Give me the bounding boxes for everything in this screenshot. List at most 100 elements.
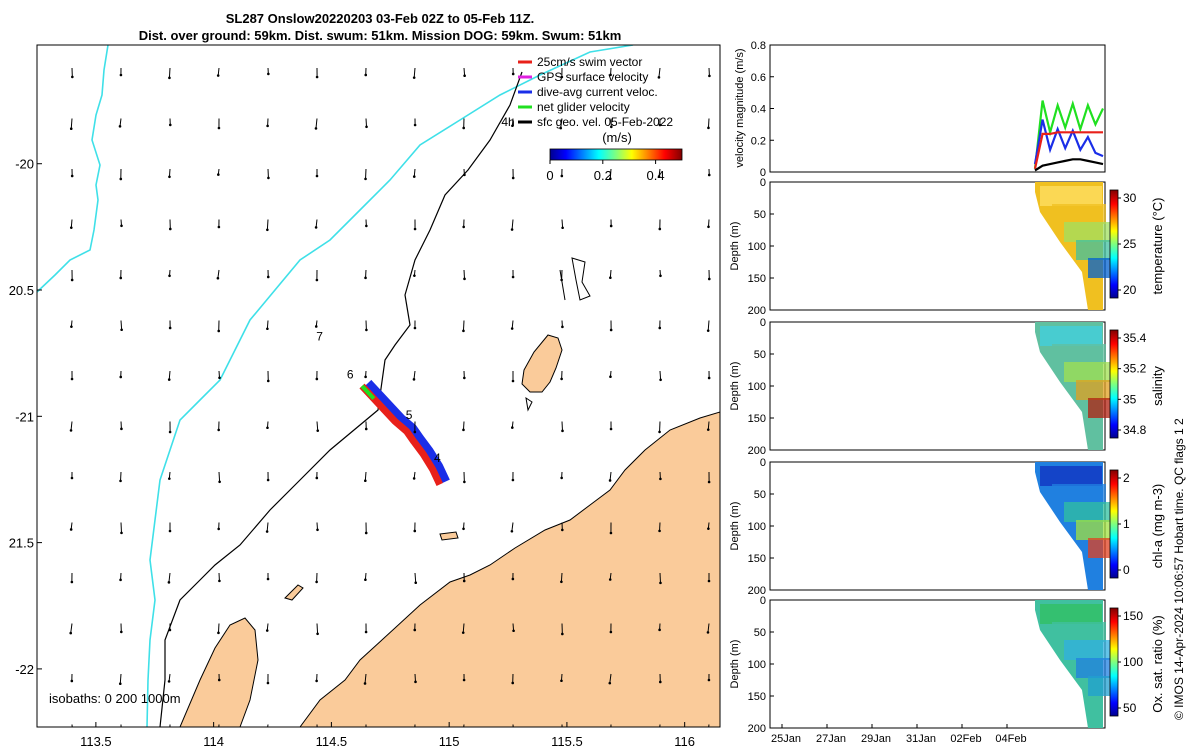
current-vector (266, 320, 269, 329)
salinity-colorbar-tick-label: 35.4 (1123, 331, 1147, 345)
current-vector (315, 118, 318, 129)
current-vector (315, 219, 318, 228)
current-vector-head (658, 430, 661, 434)
current-vector-head (707, 173, 711, 177)
oxygen-colorbar (1109, 607, 1119, 717)
current-vector-head (217, 126, 221, 130)
current-vector-head (560, 75, 564, 79)
track-current-band (364, 379, 450, 484)
depth-tick-label: 100 (748, 241, 766, 253)
current-vector-head (364, 578, 367, 581)
current-vector-head (658, 732, 661, 735)
current-vector-head (413, 326, 417, 330)
current-vector-head (217, 329, 221, 333)
salinity-colorbar-tick-label: 35.2 (1123, 362, 1147, 376)
current-vector-head (657, 76, 661, 79)
current-vector-head (707, 277, 711, 281)
current-vector-head (413, 274, 416, 277)
temperature-colorbar-tick-label: 25 (1123, 237, 1137, 251)
current-vector (365, 118, 368, 127)
legend-entry: dive-avg current veloc. (537, 85, 658, 99)
current-vector-head (658, 680, 662, 684)
current-vector (707, 421, 710, 430)
track-net-start (360, 384, 376, 400)
current-vector-head (609, 375, 612, 379)
current-vector-head (657, 175, 661, 178)
current-vector-head (216, 276, 220, 280)
current-vector-head (218, 376, 221, 380)
current-vector (218, 724, 220, 727)
track-label: 4 (434, 451, 441, 465)
current-vector (316, 623, 319, 634)
current-vector-head (510, 228, 514, 231)
current-vector (168, 572, 171, 583)
current-vector-head (119, 375, 123, 379)
current-vector-head (363, 682, 367, 685)
current-vector-head (608, 681, 612, 685)
chl-a-clabel: chl-a (mg m-3) (1150, 484, 1165, 569)
temperature-colorbar (1109, 189, 1119, 299)
current-vector-head (70, 580, 74, 584)
chl-a-cell (1064, 502, 1110, 522)
current-vector-head (560, 377, 563, 381)
current-vector-head (658, 628, 661, 632)
current-vector-head (168, 175, 171, 179)
current-vector-head (414, 581, 418, 585)
current-vector-head (119, 479, 122, 483)
current-vector-head (364, 531, 368, 535)
current-vector-head (316, 528, 319, 532)
current-vector-head (708, 74, 711, 78)
current-vector-head (267, 72, 270, 76)
current-vector-head (217, 631, 220, 635)
salinity-ylabel: Depth (m) (729, 362, 741, 411)
chl-a-colorbar (1109, 469, 1119, 579)
current-vector (168, 67, 171, 78)
current-vector-head (364, 73, 368, 77)
current-vector (316, 421, 319, 431)
current-vector-head (609, 531, 613, 535)
colorbar-tick-label: 0.2 (594, 168, 612, 183)
current-vector-head (560, 580, 563, 584)
depth-tick-label: 200 (748, 723, 766, 735)
depth-tick-label: 50 (754, 627, 766, 639)
current-vector-head (217, 527, 220, 531)
figure-title: SL287 Onslow20220203 03-Feb 02Z to 05-Fe… (0, 10, 760, 44)
current-vector-head (463, 173, 466, 177)
current-vector-head (658, 227, 662, 231)
isobath-note: isobaths: 0 200 1000m (49, 691, 181, 706)
current-vector-head (168, 123, 172, 127)
current-vector-head (315, 476, 319, 480)
current-vector (266, 522, 269, 532)
current-vector-head (608, 479, 612, 482)
chl-a-colorbar-tick-label: 2 (1123, 471, 1130, 485)
current-vector-head (217, 225, 221, 229)
current-vector-head (267, 176, 270, 180)
temperature-clabel: temperature (°C) (1150, 198, 1165, 295)
land-island-south (179, 617, 259, 727)
current-vector-head (561, 528, 564, 532)
current-vector-head (462, 225, 465, 229)
current-vector-head (559, 126, 563, 130)
legend-entry: net glider velocity (537, 100, 630, 114)
current-vector (71, 724, 73, 727)
track-labels: 7 6 5 4 4h (316, 115, 514, 465)
current-vector-head (412, 378, 416, 381)
current-vector-head (365, 125, 368, 129)
current-vector-head (511, 478, 515, 482)
velocity-ylabel: velocity magnitude (m/s) (734, 48, 746, 167)
current-vector (414, 572, 417, 583)
velocity-y-tick-label: 0.2 (751, 135, 766, 147)
chl-a-cell (1040, 466, 1102, 486)
current-vector-head (511, 577, 515, 581)
current-vector-head (658, 326, 662, 330)
current-vector-head (70, 476, 74, 480)
current-vector-head (462, 678, 466, 682)
chl-a-ylabel: Depth (m) (729, 502, 741, 551)
velocity-series-line (1034, 158, 1104, 172)
current-vector-head (266, 124, 269, 128)
current-vector-head (69, 127, 73, 130)
current-vector (266, 219, 269, 230)
colorbar-gradient (549, 148, 683, 161)
